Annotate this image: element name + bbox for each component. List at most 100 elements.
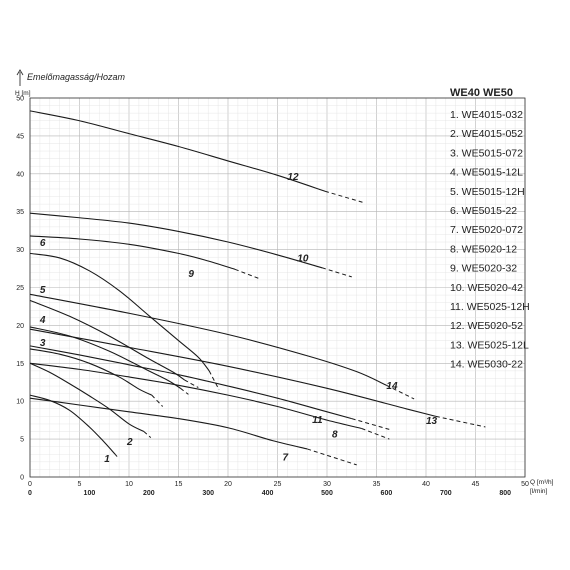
legend-item: 13. WE5025-12L xyxy=(450,339,529,351)
legend-item: 7. WE5020-072 xyxy=(450,224,523,236)
pump-curve-10 xyxy=(29,212,323,269)
pump-curve-1-dashed xyxy=(114,453,118,457)
y-tick-label: 40 xyxy=(16,171,24,178)
x-tick-label: 45 xyxy=(472,481,480,488)
x-tick-label: 10 xyxy=(125,481,133,488)
pump-curve-9-dashed xyxy=(234,268,261,280)
curve-label-10: 10 xyxy=(297,254,309,265)
pump-curve-5 xyxy=(29,299,185,381)
pump-curve-5-dashed xyxy=(184,379,199,388)
pump-curve-3-dashed xyxy=(151,394,164,407)
pump-curve-7 xyxy=(29,397,308,450)
y-tick-label: 50 xyxy=(16,96,24,103)
curve-label-2: 2 xyxy=(126,437,133,448)
pump-curve-2 xyxy=(29,362,145,433)
pump-curve-2-dashed xyxy=(143,431,152,438)
pump-curve-11 xyxy=(29,345,352,420)
pump-curve-1 xyxy=(29,394,116,455)
up-arrow-head-icon xyxy=(16,69,24,76)
x-secondary-tick-label: 0 xyxy=(28,490,32,497)
x-secondary-tick-label: 300 xyxy=(202,490,214,497)
x-tick-label: 20 xyxy=(224,481,232,488)
x-secondary-tick-label: 100 xyxy=(84,490,96,497)
legend-item: 12. WE5020-52 xyxy=(450,320,523,332)
curve-label-4: 4 xyxy=(39,315,46,326)
pump-curve-14 xyxy=(29,293,387,386)
plot-frame xyxy=(29,97,526,478)
legend-item: 3. WE5015-072 xyxy=(450,147,523,159)
pump-curve-7-dashed xyxy=(307,448,357,466)
x-secondary-tick-label: 200 xyxy=(143,490,155,497)
y-tick-label: 5 xyxy=(20,437,24,444)
curve-label-12: 12 xyxy=(287,172,299,183)
legend-item: 11. WE5025-12H xyxy=(450,301,530,313)
curve-label-14: 14 xyxy=(386,381,398,392)
pump-curve-4-dashed xyxy=(180,387,189,395)
x-secondary-tick-label: 400 xyxy=(262,490,274,497)
x-tick-label: 5 xyxy=(78,481,82,488)
legend-item: 2. WE4015-052 xyxy=(450,128,523,140)
curve-label-6: 6 xyxy=(40,238,46,249)
curve-label-11: 11 xyxy=(312,415,323,426)
legend-item: 9. WE5020-32 xyxy=(450,263,517,275)
x-tick-label: 15 xyxy=(175,481,183,488)
y-tick-label: 10 xyxy=(16,399,24,406)
pump-curve-4 xyxy=(29,326,181,389)
pump-curve-13-dashed xyxy=(435,415,486,428)
pump-curve-14-dashed xyxy=(386,384,415,400)
x-tick-label: 0 xyxy=(28,481,32,488)
x-axis-unit-secondary: [l/min] xyxy=(530,488,548,495)
pump-curve-3 xyxy=(29,348,153,396)
legend-item: 10. WE5020-42 xyxy=(450,282,523,294)
y-tick-label: 15 xyxy=(16,361,24,368)
pump-curve-12-dashed xyxy=(324,190,364,204)
x-tick-label: 25 xyxy=(274,481,282,488)
legend-title: WE40 WE50 xyxy=(450,87,513,99)
y-axis-title-group: Emelőmagasság/Hozam H [m] xyxy=(15,69,126,97)
pump-curve-6 xyxy=(29,252,210,372)
x-tick-label: 50 xyxy=(521,481,529,488)
x-tick-label: 40 xyxy=(422,481,430,488)
x-tick-label: 30 xyxy=(323,481,331,488)
curve-label-5: 5 xyxy=(40,285,46,296)
y-axis-unit: H [m] xyxy=(15,90,31,97)
pump-curve-9 xyxy=(29,235,236,270)
curve-label-9: 9 xyxy=(188,269,194,280)
y-tick-label: 35 xyxy=(16,209,24,216)
pump-curve-8 xyxy=(29,362,362,430)
curve-label-13: 13 xyxy=(426,416,438,427)
x-tick-label: 35 xyxy=(373,481,381,488)
axis-ticks: 0 5 10 15 20 25 30 35 40 45 5005101520253035404550… xyxy=(16,96,529,498)
x-secondary-tick-label: 500 xyxy=(321,490,333,497)
pump-curve-6-dashed xyxy=(208,370,220,391)
x-secondary-tick-label: 700 xyxy=(440,490,452,497)
x-secondary-tick-label: 600 xyxy=(381,490,393,497)
legend: WE40 WE50 1. WE4015-032 2. WE4015-052 3. W… xyxy=(450,87,530,371)
pump-curve-10-dashed xyxy=(321,267,352,278)
pump-curve-11-dashed xyxy=(351,418,392,431)
curve-label-1: 1 xyxy=(104,454,110,465)
y-tick-label: 0 xyxy=(20,475,24,482)
curve-label-7: 7 xyxy=(282,452,288,463)
legend-item: 6. WE5015-22 xyxy=(450,205,517,217)
legend-item: 1. WE4015-032 xyxy=(450,109,523,121)
y-axis-title: Emelőmagasság/Hozam xyxy=(27,72,126,82)
legend-item: 4. WE5015-12L xyxy=(450,167,523,179)
legend-item: 8. WE5020-12 xyxy=(450,243,517,255)
pump-curve-12 xyxy=(29,110,326,192)
curve-label-8: 8 xyxy=(332,430,338,441)
x-axis-unit-primary: Q [m³/h] xyxy=(530,479,554,486)
y-tick-label: 45 xyxy=(16,133,24,140)
curve-label-3: 3 xyxy=(40,338,46,349)
legend-item: 5. WE5015-12H xyxy=(450,186,525,198)
pump-curve-13 xyxy=(29,328,437,417)
grid xyxy=(29,97,526,478)
y-tick-label: 20 xyxy=(16,323,24,330)
y-tick-label: 30 xyxy=(16,247,24,254)
legend-item: 14. WE5030-22 xyxy=(450,359,523,371)
pump-curve-8-dashed xyxy=(361,428,390,440)
y-tick-label: 25 xyxy=(16,285,24,292)
x-secondary-tick-label: 800 xyxy=(499,490,511,497)
